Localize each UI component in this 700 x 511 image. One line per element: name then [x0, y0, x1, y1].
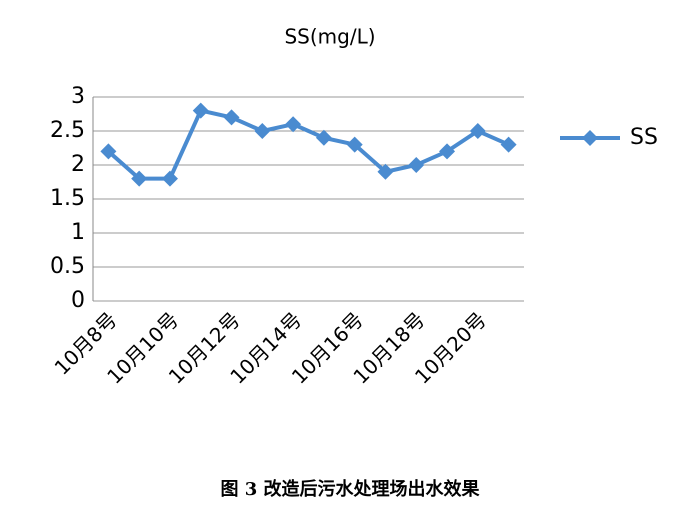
y-tick-label: 2: [71, 152, 85, 177]
point: [161, 170, 178, 187]
legend-label: SS: [630, 125, 658, 150]
legend-marker: [582, 130, 598, 146]
point: [315, 129, 332, 146]
point: [346, 136, 363, 153]
point: [254, 123, 271, 139]
point: [100, 143, 117, 160]
point: [131, 170, 148, 187]
point: [223, 109, 240, 126]
point: [285, 116, 302, 133]
series-line: [107, 108, 510, 181]
y-tick-label: 1.5: [50, 186, 85, 211]
y-tick-label: 3: [71, 84, 85, 109]
y-tick-label: 0.5: [50, 254, 85, 279]
chart-title: SS(mg/L): [284, 25, 375, 49]
caption: 图 3 改造后污水处理场出水效果: [220, 478, 480, 500]
point: [377, 163, 394, 180]
point: [469, 123, 486, 139]
y-tick-label: 2.5: [50, 118, 85, 143]
y-tick-label: 1: [71, 220, 85, 245]
y-tick-label: 0: [71, 288, 85, 313]
point: [408, 157, 425, 173]
point: [192, 102, 209, 119]
point: [439, 143, 456, 160]
point: [500, 136, 517, 153]
